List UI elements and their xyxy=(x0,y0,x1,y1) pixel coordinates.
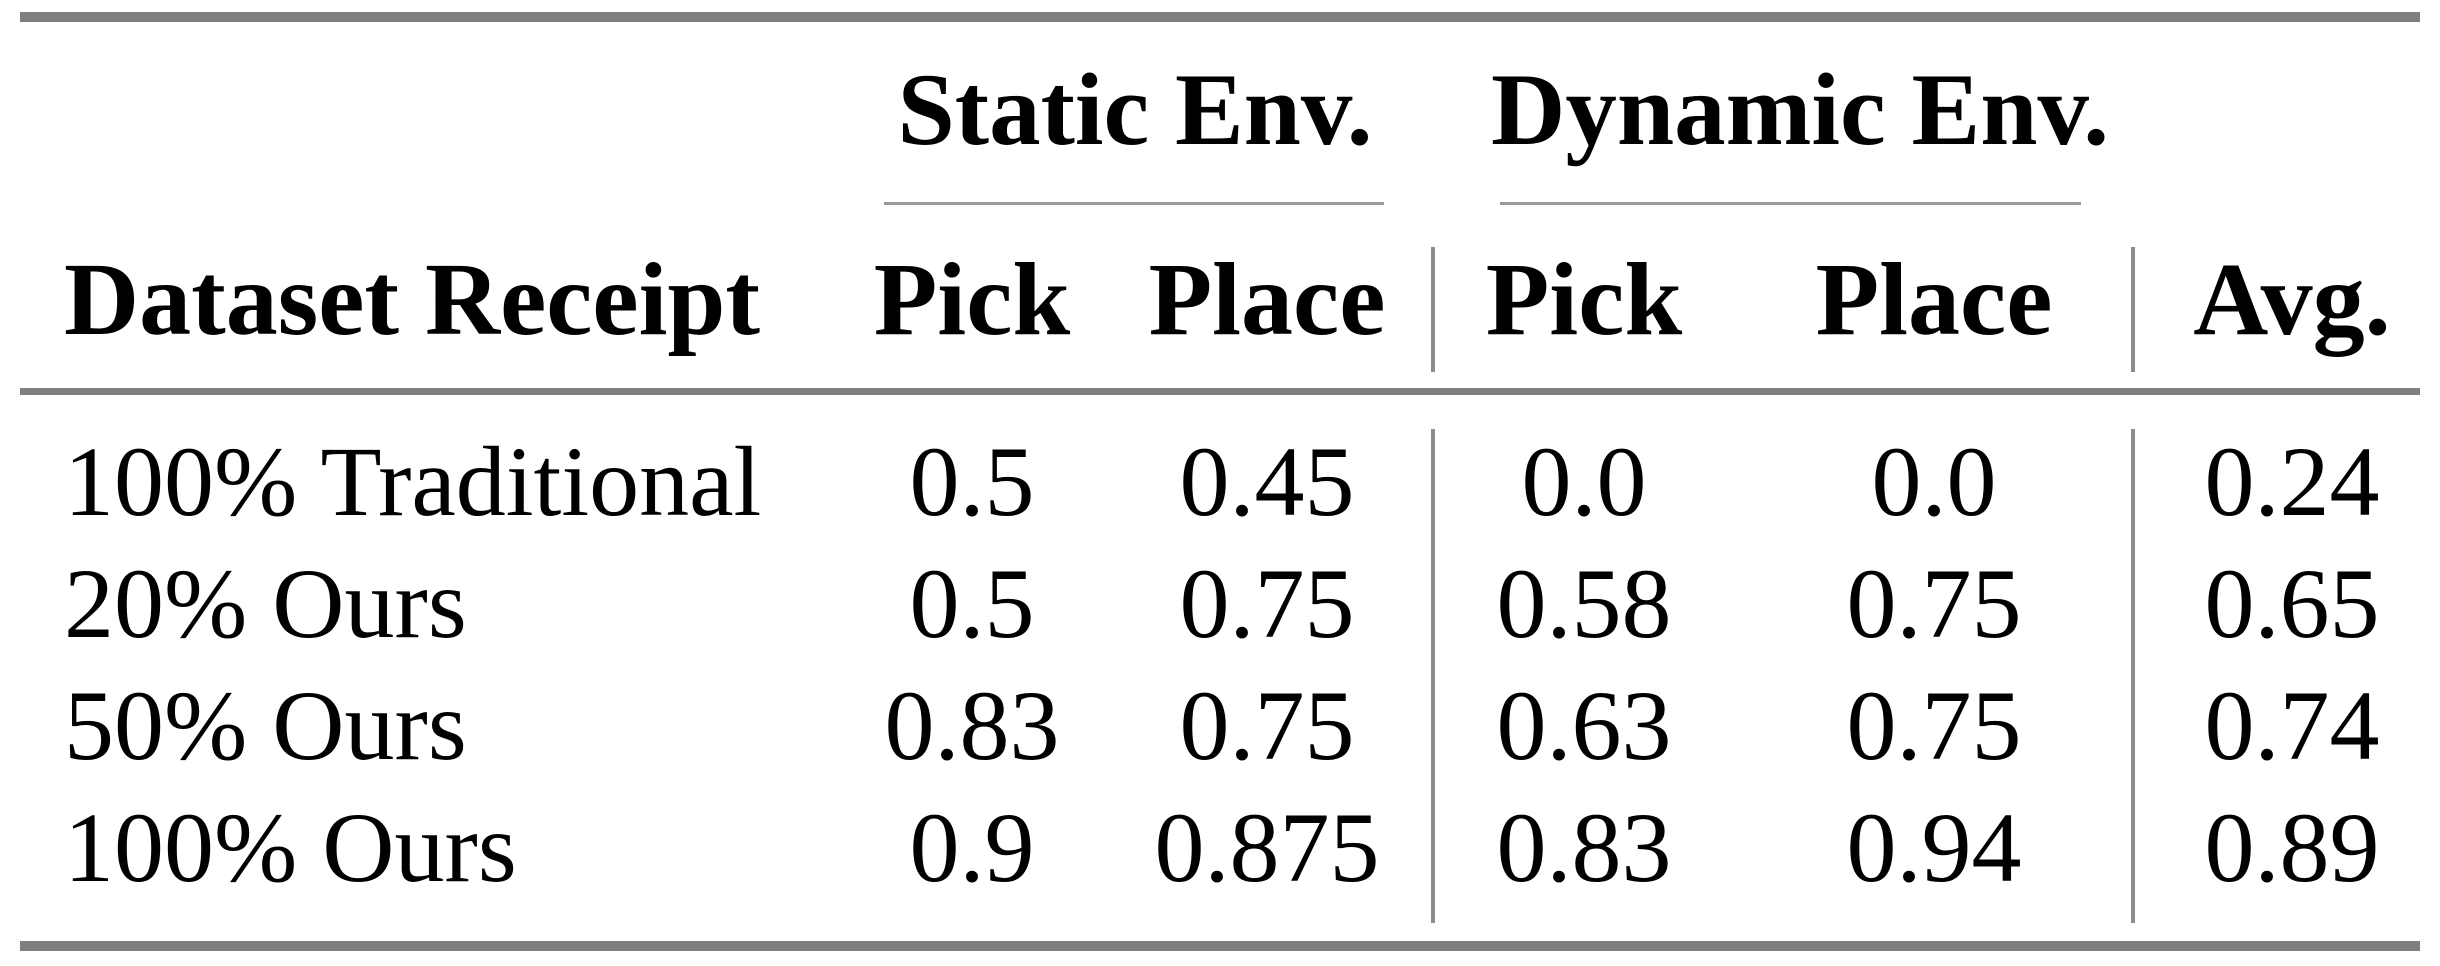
vertical-divider-static-dynamic-header xyxy=(1431,247,1435,372)
cell-avg: 0.65 xyxy=(2204,548,2380,659)
cell-static-pick: 0.5 xyxy=(909,548,1035,659)
cell-avg: 0.74 xyxy=(2204,670,2380,781)
cell-static-place: 0.75 xyxy=(1179,670,1355,781)
column-header-static-pick: Pick xyxy=(873,242,1071,357)
column-header-dynamic-pick: Pick xyxy=(1485,242,1683,357)
cell-dynamic-place: 0.94 xyxy=(1846,792,2022,903)
group-header-static-env: Static Env. xyxy=(897,52,1373,167)
group-header-dynamic-env: Dynamic Env. xyxy=(1490,52,2110,167)
cell-dynamic-pick: 0.0 xyxy=(1521,426,1647,537)
dynamic-env-underline xyxy=(1500,202,2081,205)
cell-static-place: 0.75 xyxy=(1179,548,1355,659)
static-env-underline xyxy=(884,202,1384,205)
row-label: 20% Ours xyxy=(64,548,467,659)
row-label: 100% Traditional xyxy=(64,426,762,537)
row-label: 100% Ours xyxy=(64,792,517,903)
cell-dynamic-place: 0.75 xyxy=(1846,670,2022,781)
cell-static-place: 0.875 xyxy=(1154,792,1380,903)
column-header-avg: Avg. xyxy=(2193,242,2391,357)
vertical-divider-avg-header xyxy=(2131,247,2135,372)
vertical-divider-avg-body xyxy=(2131,429,2135,923)
column-header-static-place: Place xyxy=(1148,242,1386,357)
vertical-divider-static-dynamic-body xyxy=(1431,429,1435,923)
cell-static-pick: 0.5 xyxy=(909,426,1035,537)
cell-static-pick: 0.9 xyxy=(909,792,1035,903)
column-header-dataset-receipt: Dataset Receipt xyxy=(64,242,760,357)
cell-static-pick: 0.83 xyxy=(884,670,1060,781)
cell-dynamic-place: 0.0 xyxy=(1871,426,1997,537)
cell-dynamic-pick: 0.83 xyxy=(1496,792,1672,903)
row-label: 50% Ours xyxy=(64,670,467,781)
header-separator-rule xyxy=(20,388,2420,395)
cell-static-place: 0.45 xyxy=(1179,426,1355,537)
top-rule xyxy=(20,12,2420,22)
cell-avg: 0.24 xyxy=(2204,426,2380,537)
column-header-dynamic-place: Place xyxy=(1815,242,2053,357)
bottom-rule xyxy=(20,941,2420,951)
cell-dynamic-place: 0.75 xyxy=(1846,548,2022,659)
cell-avg: 0.89 xyxy=(2204,792,2380,903)
cell-dynamic-pick: 0.63 xyxy=(1496,670,1672,781)
cell-dynamic-pick: 0.58 xyxy=(1496,548,1672,659)
